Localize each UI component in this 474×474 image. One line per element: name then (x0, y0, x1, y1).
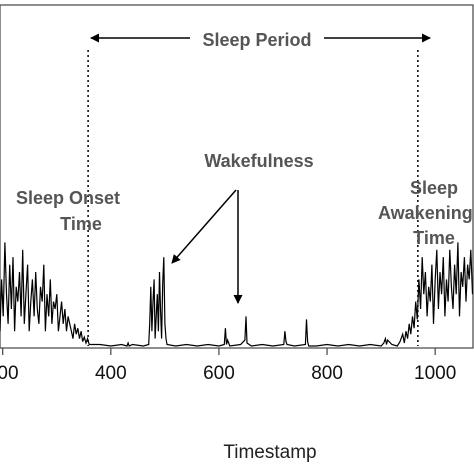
sleep-awakening-label-1: Sleep (410, 178, 458, 198)
x-axis-title: Timestamp (223, 442, 316, 463)
x-tick-label-1000: 1000 (414, 363, 456, 384)
series-line (0, 242, 474, 347)
wakefulness-arrow-1 (171, 189, 237, 264)
x-axis: 200 400 600 800 1000 (0, 348, 456, 384)
plot-frame (0, 4, 474, 349)
sleep-onset-label: Sleep Onset (16, 188, 120, 208)
x-tick-label-200: 200 (0, 363, 19, 384)
x-tick-label-400: 400 (95, 363, 127, 384)
sleep-onset-time-label: Time (60, 214, 102, 234)
sleep-period-label: Sleep Period (202, 30, 311, 50)
x-tick-label-800: 800 (311, 363, 343, 384)
wakefulness-label: Wakefulness (204, 151, 313, 171)
sleep-awakening-label-2: Awakening (378, 203, 473, 223)
x-tick-label-600: 600 (203, 363, 235, 384)
sleep-awakening-label-3: Time (413, 228, 455, 248)
